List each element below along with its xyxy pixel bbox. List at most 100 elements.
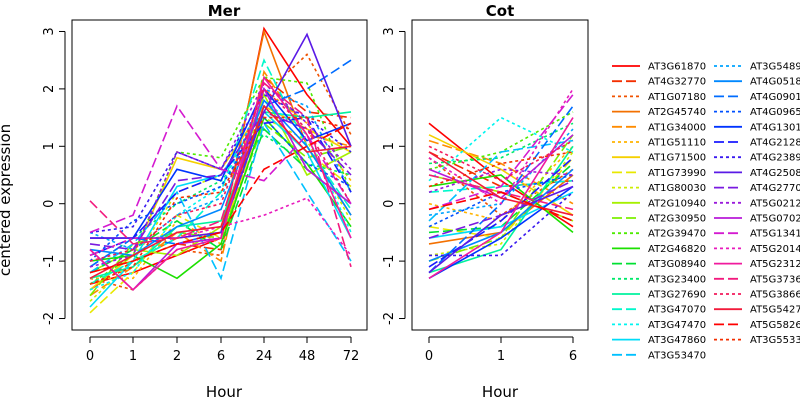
legend-label: AT2G30950 bbox=[648, 214, 706, 225]
legend-label: AT4G0965 bbox=[750, 107, 800, 118]
cot-x-tick-label: 1 bbox=[497, 349, 505, 364]
cot-series-line bbox=[428, 191, 574, 222]
mer-plot-frame bbox=[71, 19, 368, 331]
legend-label: AT2G10940 bbox=[648, 198, 706, 209]
cot-plot-frame bbox=[411, 19, 589, 331]
cot-y-tick-label: 2 bbox=[382, 85, 397, 93]
legend-label: AT3G27690 bbox=[648, 290, 706, 301]
legend-label: AT5G2014 bbox=[750, 244, 800, 255]
cot-y-tick-label: 3 bbox=[382, 27, 397, 35]
legend-label: AT4G32770 bbox=[648, 77, 706, 88]
legend: AT3G61870 AT4G32770 AT1G07180 AT2G45740 AT1G… bbox=[612, 62, 800, 361]
legend-label: AT5G5826 bbox=[750, 320, 800, 331]
cot-y-tick-label: 0 bbox=[382, 200, 397, 208]
mer-series-line bbox=[89, 87, 352, 251]
mer-y-tick-label: -1 bbox=[42, 255, 57, 268]
mer-x-tick-label: 24 bbox=[256, 349, 273, 364]
cot-series-line bbox=[428, 168, 574, 193]
cot-series-line bbox=[428, 105, 574, 274]
mer-x-tick-label: 1 bbox=[129, 349, 137, 364]
cot-y-tick-label: -1 bbox=[382, 255, 397, 268]
mer-x-axis-title: Hour bbox=[206, 383, 243, 400]
mer-x-tick-label: 48 bbox=[299, 349, 316, 364]
legend-label: AT2G39470 bbox=[648, 229, 706, 240]
legend-label: AT5G3866 bbox=[750, 290, 800, 301]
mer-series-line bbox=[89, 122, 352, 274]
cot-x-tick-label: 6 bbox=[569, 349, 577, 364]
cot-series-line bbox=[428, 139, 574, 222]
cot-series-line bbox=[428, 157, 574, 268]
legend-label: AT1G51110 bbox=[648, 138, 706, 149]
cot-series-line bbox=[428, 179, 574, 239]
mer-series-line bbox=[90, 87, 352, 239]
legend-label: AT3G5489 bbox=[750, 62, 800, 73]
mer-series-line bbox=[89, 75, 352, 291]
cot-panel-title: Cot bbox=[486, 2, 514, 20]
mer-panel: Mer Hour -2 -1 0 1 2 3 0 1 2 6 24 48 72 bbox=[42, 2, 368, 400]
legend-label: AT3G61870 bbox=[648, 62, 706, 73]
legend-label: AT3G53470 bbox=[648, 350, 706, 361]
legend-label: AT3G08940 bbox=[648, 259, 706, 270]
mer-y-tick-label: 0 bbox=[42, 200, 57, 208]
cot-series-line bbox=[428, 116, 574, 182]
legend-label: AT3G47860 bbox=[648, 335, 706, 346]
legend-label: AT4G2389 bbox=[750, 153, 800, 164]
legend-label: AT4G0901 bbox=[750, 92, 800, 103]
legend-label: AT5G0212 bbox=[750, 198, 800, 209]
mer-y-tick-label: 2 bbox=[42, 85, 57, 93]
cot-series-line bbox=[428, 94, 574, 211]
cot-series-line bbox=[428, 185, 574, 279]
legend-label: AT3G5533 bbox=[750, 335, 800, 346]
mer-series-line bbox=[89, 87, 352, 262]
legend-label: AT4G2128 bbox=[750, 138, 800, 149]
mer-x-tick-label: 0 bbox=[86, 349, 94, 364]
legend-label: AT1G80030 bbox=[648, 183, 706, 194]
legend-label: AT1G07180 bbox=[648, 92, 706, 103]
legend-label: AT1G71500 bbox=[648, 153, 706, 164]
legend-label: AT2G46820 bbox=[648, 244, 706, 255]
legend-label: AT2G45740 bbox=[648, 107, 706, 118]
y-axis-title: centered expression bbox=[0, 124, 14, 276]
cot-y-tick-label: -2 bbox=[382, 312, 397, 325]
cot-series-line bbox=[428, 134, 574, 216]
legend-label: AT4G0518 bbox=[750, 77, 800, 88]
mer-panel-title: Mer bbox=[208, 2, 241, 20]
cot-x-tick-label: 0 bbox=[425, 349, 433, 364]
legend-label: AT1G34000 bbox=[648, 122, 706, 133]
mer-series-line bbox=[89, 104, 352, 280]
legend-label: AT4G2770 bbox=[750, 183, 800, 194]
mer-series-line bbox=[89, 104, 352, 234]
legend-label: AT3G47470 bbox=[648, 320, 706, 331]
legend-label: AT5G5427 bbox=[750, 305, 800, 316]
cot-series-line bbox=[428, 151, 574, 216]
cot-series-line bbox=[428, 151, 574, 188]
mer-series-line bbox=[89, 116, 352, 285]
legend-label: AT3G23400 bbox=[648, 274, 706, 285]
mer-y-tick-label: -2 bbox=[42, 312, 57, 325]
mer-series-line bbox=[89, 59, 352, 268]
cot-series-line bbox=[428, 117, 574, 279]
cot-series-line bbox=[428, 139, 574, 182]
legend-label: AT1G73990 bbox=[648, 168, 706, 179]
mer-y-tick-label: 3 bbox=[42, 27, 57, 35]
cot-series-line bbox=[428, 122, 574, 165]
cot-panel: Cot Hour -2 -1 0 1 2 3 0 1 6 bbox=[382, 2, 589, 400]
cot-series-line bbox=[428, 88, 574, 205]
legend-label: AT4G2508 bbox=[750, 168, 800, 179]
mer-y-tick-label: 1 bbox=[42, 142, 57, 150]
mer-series-line bbox=[90, 32, 352, 239]
legend-label: AT3G47070 bbox=[648, 305, 706, 316]
cot-x-axis-title: Hour bbox=[482, 383, 519, 400]
cot-y-tick-label: 1 bbox=[382, 142, 397, 150]
cot-series-line bbox=[429, 191, 574, 257]
legend-label: AT5G3736 bbox=[750, 274, 800, 285]
legend-label: AT4G1301 bbox=[750, 122, 800, 133]
mer-series-line bbox=[89, 93, 352, 234]
cot-series-line bbox=[428, 174, 574, 234]
legend-label: AT5G1341 bbox=[750, 229, 800, 240]
mer-x-tick-label: 2 bbox=[173, 349, 181, 364]
legend-label: AT5G2312 bbox=[750, 259, 800, 270]
mer-x-tick-label: 72 bbox=[343, 349, 360, 364]
legend-label: AT5G0702 bbox=[750, 214, 800, 225]
